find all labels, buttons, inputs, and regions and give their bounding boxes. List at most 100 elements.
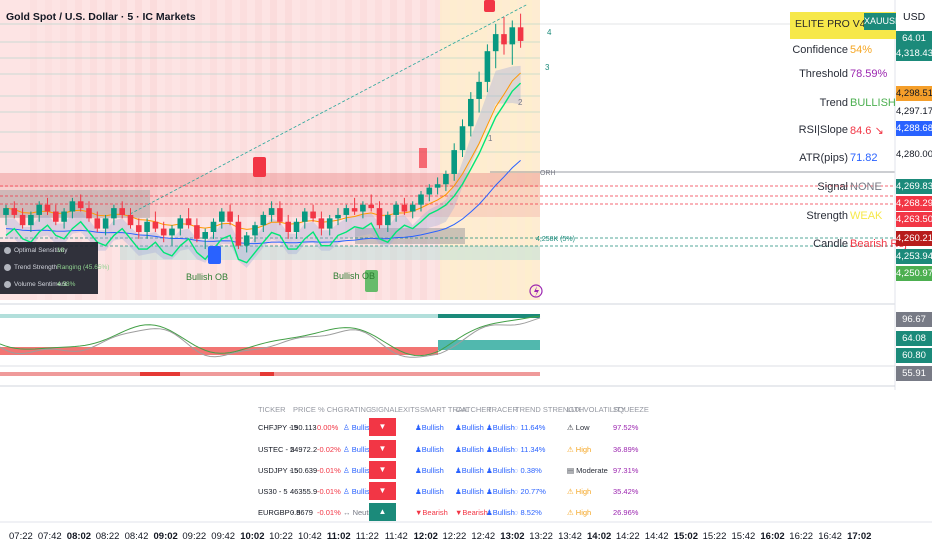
price-tag[interactable]: 4,288.68 [896,121,932,136]
candle [11,201,18,219]
osc-price-tag[interactable]: 64.08 [896,331,932,346]
elite-row-label: ATR(pips) [799,152,848,164]
elite-row: Confidence 54% [790,44,896,64]
osc-price-tag[interactable]: 96.67 [896,312,932,327]
price-tag[interactable]: 4,253.94 [896,249,932,264]
elite-row-label: Threshold [799,68,848,80]
time-label: 09:42 [211,531,236,542]
time-label: 13:22 [529,531,553,542]
time-label: 11:42 [384,531,408,542]
candle [260,211,267,232]
screener-cell-trail: ♟Bullish [415,445,444,454]
candle [219,208,225,229]
session-stripe [375,0,382,300]
screener-header: % CHG [318,405,344,414]
candle-body [310,211,316,219]
screener-cell-trail: ▼Bearish [415,508,448,517]
candle [468,92,474,137]
price-tag[interactable]: 4,268.29 [896,196,932,211]
candle-body [160,228,167,236]
elite-row-label: Trend [819,97,848,109]
candle [86,201,92,222]
price-tag[interactable]: 4,280.00 [896,147,932,162]
screener-header: TRACER [487,405,518,414]
candle [202,228,208,250]
elite-row-label: Strength [806,210,848,222]
candle-body [28,214,34,226]
candle [484,44,491,93]
candle [277,201,283,226]
session-stripe [105,0,112,300]
osc-price-tag[interactable]: 60.80 [896,348,932,363]
candle [61,208,67,229]
price-tag[interactable]: 4,297.17 [896,104,932,119]
price-tag[interactable]: 4,250.97 [896,266,932,281]
indicator-value: 18 [57,247,65,254]
candle [335,208,341,226]
candle [443,170,449,192]
candle-body [19,214,26,226]
symbol-tag[interactable]: XAUUSD [864,13,902,30]
osc-band [260,372,274,376]
price-tag[interactable]: 4,318.43 [896,46,932,61]
price-tag[interactable]: 4,263.50 [896,212,932,227]
candle [119,201,125,219]
candle [44,197,51,215]
time-label: 17:02 [847,531,872,542]
screener-cell-price: 190.113 [290,423,317,432]
time-label: 13:42 [558,531,582,542]
candle [152,211,159,232]
screener-cell-strength: ◌ 11.34% [514,445,546,454]
time-label: 08:22 [95,531,120,542]
candle [243,232,250,253]
candle [69,197,76,219]
session-stripe [300,0,307,300]
time-label: 09:22 [182,531,207,542]
indicator-label: Trend Strength [14,264,58,271]
candle-body [468,98,474,127]
fib-level-4: 4 [547,28,552,37]
candle [252,221,258,243]
candle [227,204,233,226]
candle [326,214,333,236]
osc-price-tag[interactable]: 55.91 [896,366,932,381]
candle [177,214,184,236]
candle [111,204,117,226]
candle-body [277,208,283,222]
volume-icon [4,281,11,288]
candle-body [376,208,383,226]
elite-row: Threshold 78.59% [790,68,896,88]
currency-label[interactable]: USD [903,11,926,23]
price-tag[interactable]: 64.01 [896,31,932,46]
signal-cell: ▼ [369,482,396,500]
candle [310,204,316,222]
signal-cell: ▼ [369,461,396,479]
session-stripe [195,0,202,300]
session-stripe [405,0,412,300]
lightning-icon [534,286,539,297]
session-stripe [345,0,352,300]
elite-panel-title: ELITE PRO V4 [795,18,866,30]
osc-band [438,314,540,318]
price-tag[interactable]: 4,269.83 [896,179,932,194]
candle-body [385,214,391,226]
session-highlight [440,0,540,300]
time-label: 09:02 [153,531,178,542]
session-stripe [150,0,157,300]
time-label: 10:22 [269,531,293,542]
price-tag[interactable]: 4,260.21 [896,231,932,246]
price-tag[interactable]: 4,298.51 [896,86,932,101]
session-stripe [180,0,187,300]
candle [459,119,466,157]
screener-header: PRICE [293,405,316,414]
time-label: 08:02 [66,531,92,542]
buy-signal-marker [365,270,378,292]
candle [517,13,524,48]
fib-level-2: 2 [518,98,523,107]
candle-body [501,34,507,45]
elite-row-value: 84.6 ↘ [850,125,884,137]
osc-band-red [0,347,438,355]
oscillator-signal-line [0,317,541,358]
candle [409,201,416,219]
